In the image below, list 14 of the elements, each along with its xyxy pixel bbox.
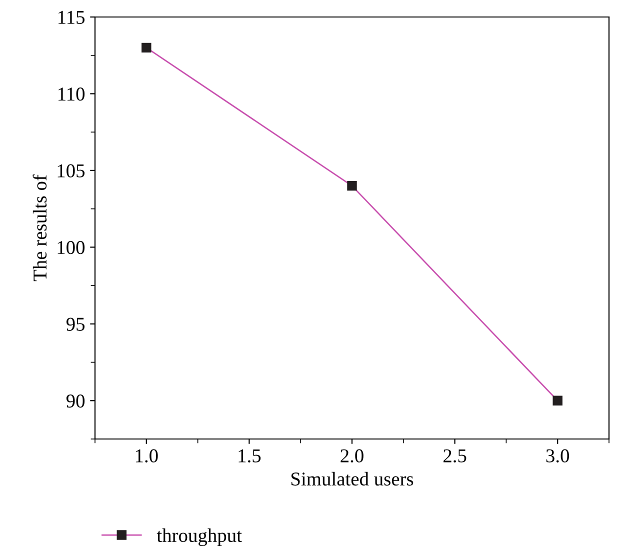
x-tick-label: 3.0 — [546, 449, 570, 462]
x-tick-label: 2.5 — [444, 449, 466, 462]
y-tick-label: 105 — [58, 164, 85, 178]
legend-label: throughput — [156, 528, 242, 546]
x-tick-label: 1.0 — [136, 449, 158, 462]
x-tick-label: 1.5 — [238, 449, 261, 462]
y-tick-label: 115 — [58, 10, 85, 24]
y-tick-label: 95 — [66, 318, 85, 331]
x-axis-title: Simulated users — [291, 472, 414, 486]
y-tick-label: 90 — [66, 394, 85, 408]
y-tick-label: 110 — [58, 88, 85, 101]
y-axis-title: The results of — [32, 174, 47, 282]
x-tick-label: 2.0 — [340, 449, 364, 462]
y-tick-label: 100 — [58, 241, 85, 254]
